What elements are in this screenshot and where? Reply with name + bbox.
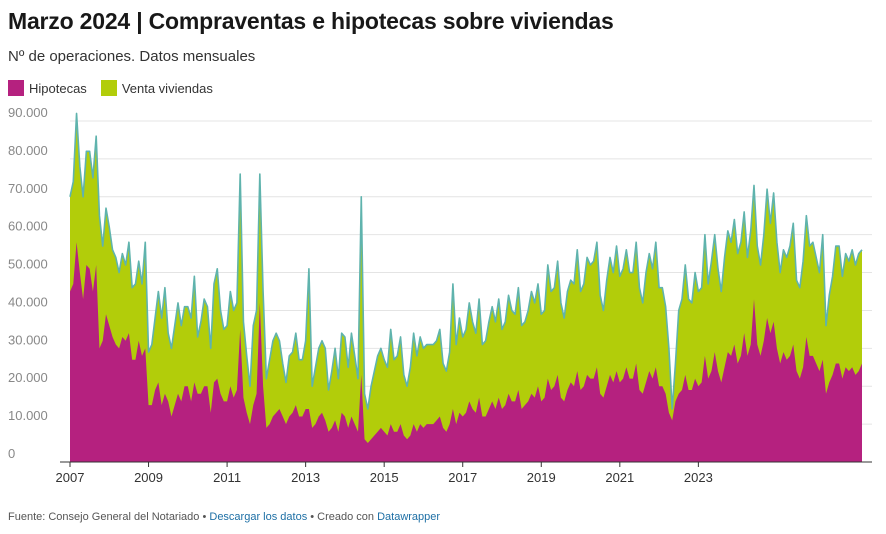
legend-item-hipotecas: Hipotecas	[8, 80, 87, 96]
datawrapper-link[interactable]: Datawrapper	[377, 511, 441, 523]
legend-swatch-hipotecas	[8, 80, 24, 96]
footer: Fuente: Consejo General del Notariado • …	[8, 511, 440, 523]
area-chart: 0 10.000 20.000 30.000 40.000 50.000 60.000 70.…	[8, 105, 872, 485]
y-tick-label: 20.000	[8, 370, 48, 385]
chart-title: Marzo 2024 | Compraventas e hipotecas so…	[8, 8, 614, 34]
series-area-venta-viviendas	[70, 113, 862, 463]
download-data-link[interactable]: Descargar los datos	[209, 511, 308, 523]
legend-swatch-venta-viviendas	[100, 80, 117, 96]
x-tick-label: 2017	[448, 470, 477, 485]
x-tick-label: 2019	[527, 470, 556, 485]
y-tick-label: 40.000	[8, 294, 48, 309]
y-tick-label: 30.000	[8, 332, 48, 347]
footer-separator: •	[199, 511, 210, 523]
chart-subtitle: Nº de operaciones. Datos mensuales	[8, 48, 256, 65]
x-tick-label: 2021	[605, 470, 634, 485]
y-tick-label: 90.000	[8, 105, 48, 120]
series-line-venta-viviendas	[69, 112, 863, 410]
x-tick-label: 2015	[370, 470, 399, 485]
legend: Hipotecas Venta viviendas	[8, 80, 213, 96]
source-text: Fuente: Consejo General del Notariado	[8, 511, 200, 523]
x-tick-label: 2023	[684, 470, 713, 485]
y-tick-label: 50.000	[8, 257, 48, 272]
x-tick-label: 2011	[213, 470, 241, 485]
legend-item-venta-viviendas: Venta viviendas	[100, 80, 213, 96]
legend-label-venta-viviendas: Venta viviendas	[121, 80, 213, 96]
y-tick-label: 70.000	[8, 181, 48, 196]
x-tick-label: 2009	[134, 470, 163, 485]
series-area-hipotecas	[70, 242, 862, 462]
y-tick-label: 0	[8, 446, 15, 461]
y-tick-label: 10.000	[8, 408, 48, 423]
footer-created-with: • Creado con	[307, 511, 378, 523]
y-tick-label: 80.000	[8, 143, 48, 158]
legend-label-hipotecas: Hipotecas	[29, 80, 87, 96]
y-tick-label: 60.000	[8, 219, 48, 234]
x-tick-label: 2007	[56, 470, 85, 485]
x-tick-label: 2013	[291, 470, 320, 485]
